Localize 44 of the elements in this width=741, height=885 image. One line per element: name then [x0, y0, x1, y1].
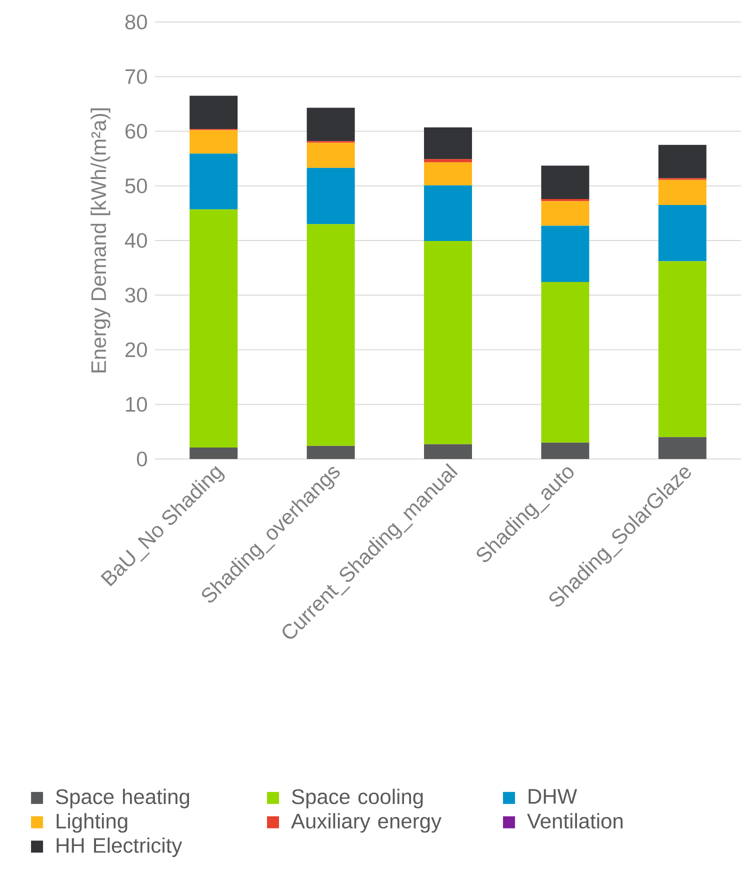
bar	[190, 209, 238, 448]
bar	[306, 142, 355, 168]
y-axis-title: Energy Demand [kWh/(m²a)]	[90, 108, 110, 372]
legend-label: Lighting	[56, 813, 128, 833]
bar	[541, 166, 590, 199]
bar	[306, 224, 355, 446]
y-tick-label: 0	[136, 452, 147, 466]
bar	[424, 159, 472, 162]
bar	[541, 282, 590, 443]
bar	[541, 201, 590, 226]
legend-label: Ventilation	[527, 813, 623, 829]
legend-label: DHW	[528, 789, 578, 804]
bar	[658, 144, 706, 178]
bar	[658, 204, 706, 262]
bar	[424, 127, 472, 160]
legend-label: Space cooling	[292, 788, 423, 808]
bar	[306, 446, 355, 459]
y-tick-label: 60	[126, 124, 147, 139]
bar	[658, 437, 706, 459]
bar	[190, 96, 238, 130]
bar	[306, 108, 355, 142]
bar	[541, 442, 590, 459]
legend-label: Auxiliary energy	[291, 813, 442, 833]
bar	[190, 130, 238, 154]
legend-label: Space heating	[56, 788, 190, 808]
bar	[541, 226, 590, 282]
y-tick-label: 80	[125, 14, 147, 30]
y-tick-label: 50	[125, 178, 147, 194]
legend-label: HH Electricity	[56, 837, 182, 858]
bar	[424, 444, 472, 459]
bar	[541, 198, 590, 202]
bar	[658, 261, 706, 438]
y-tick-label: 70	[126, 69, 147, 84]
y-tick-label: 30	[125, 288, 147, 303]
bar	[424, 241, 472, 444]
y-tick-label: 20	[126, 342, 147, 358]
bar	[658, 180, 706, 205]
y-tick-label: 40	[124, 233, 147, 248]
bar	[190, 154, 238, 210]
bar	[424, 162, 472, 186]
y-tick-label: 10	[126, 396, 147, 412]
bar	[424, 185, 472, 242]
bar	[190, 448, 238, 459]
bar	[306, 168, 355, 224]
